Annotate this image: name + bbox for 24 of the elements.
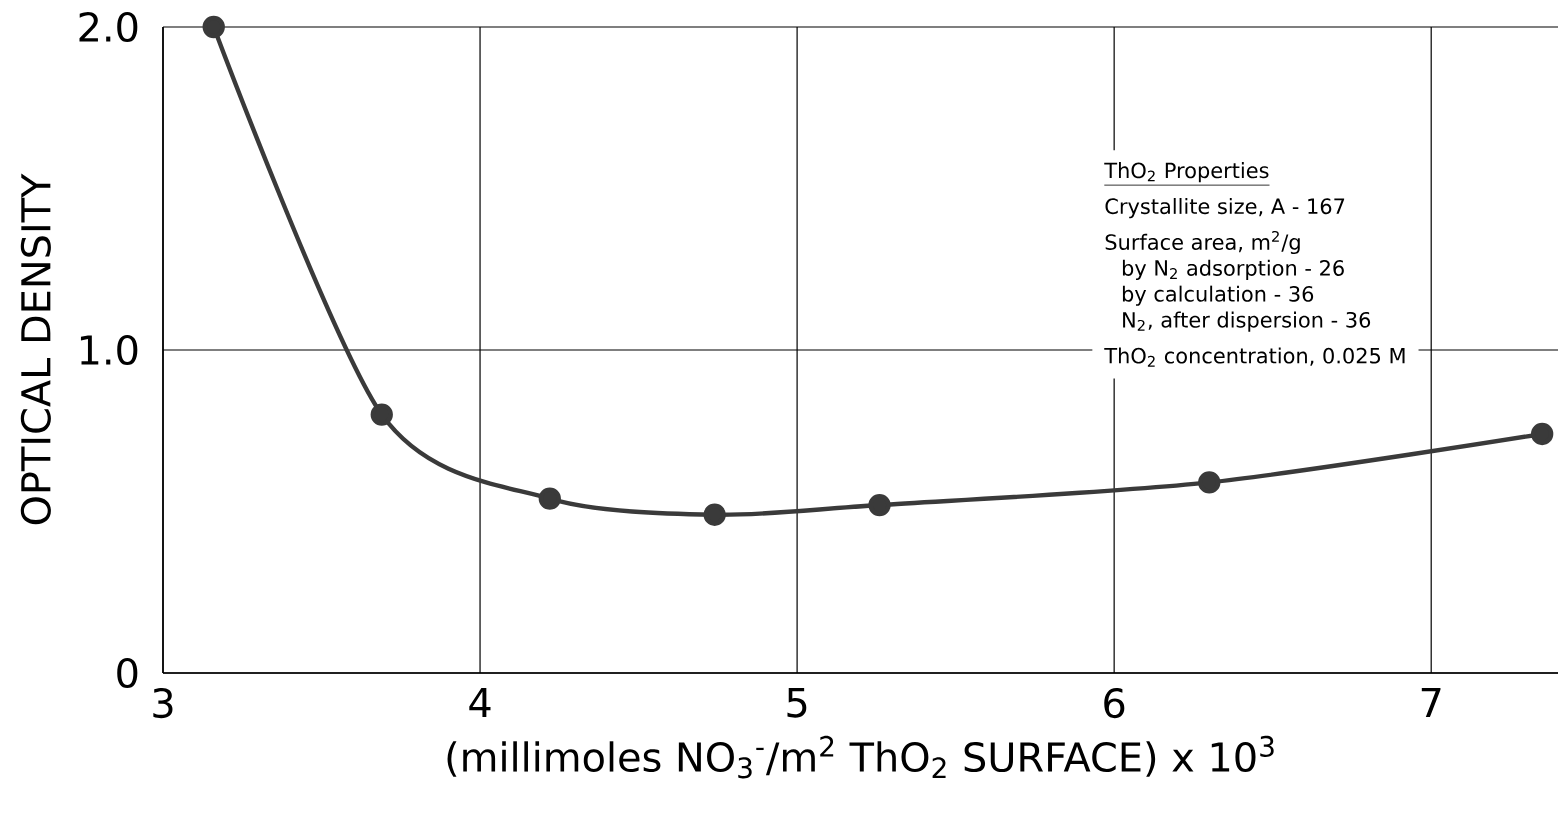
annotation: Surface area, m$^{2}$/g [1105,230,1300,255]
annotation: Crystallite size, A - 167 [1105,197,1345,219]
point [868,493,891,517]
point [1531,422,1554,446]
annotation: N$_{2}$, after dispersion - 36 [1123,311,1371,332]
point [538,487,561,510]
text: (millimoles NO$_{3}$$^{-}$/m$^{2}$ ThO$_{2}$ SURFACE) x 10$^{3}$ [447,735,1274,779]
annotation: ThO$_{2}$ concentration, 0.025 M [1104,347,1405,367]
y-tick-label: 2.0 [79,11,138,43]
point [370,403,393,426]
y-tick-label: 0 [117,657,138,689]
x-tick-label: 3 [153,688,173,719]
x-tick-label: 6 [1104,688,1125,719]
x-tick-label: 5 [787,688,807,718]
y-axis-title: OPTICAL DENSITY [20,173,51,525]
point [202,15,225,39]
annotation: by N$_{2}$ adsorption - 26 [1122,259,1344,280]
point [1198,471,1221,494]
annotation: ThO$_{2}$ Properties [1104,162,1269,183]
annotation: by calculation - 36 [1122,285,1314,306]
x-tick-label: 4 [469,688,491,718]
point [703,503,726,526]
x-tick-label: 7 [1421,688,1441,718]
y-tick-label: 1.0 [80,334,138,366]
